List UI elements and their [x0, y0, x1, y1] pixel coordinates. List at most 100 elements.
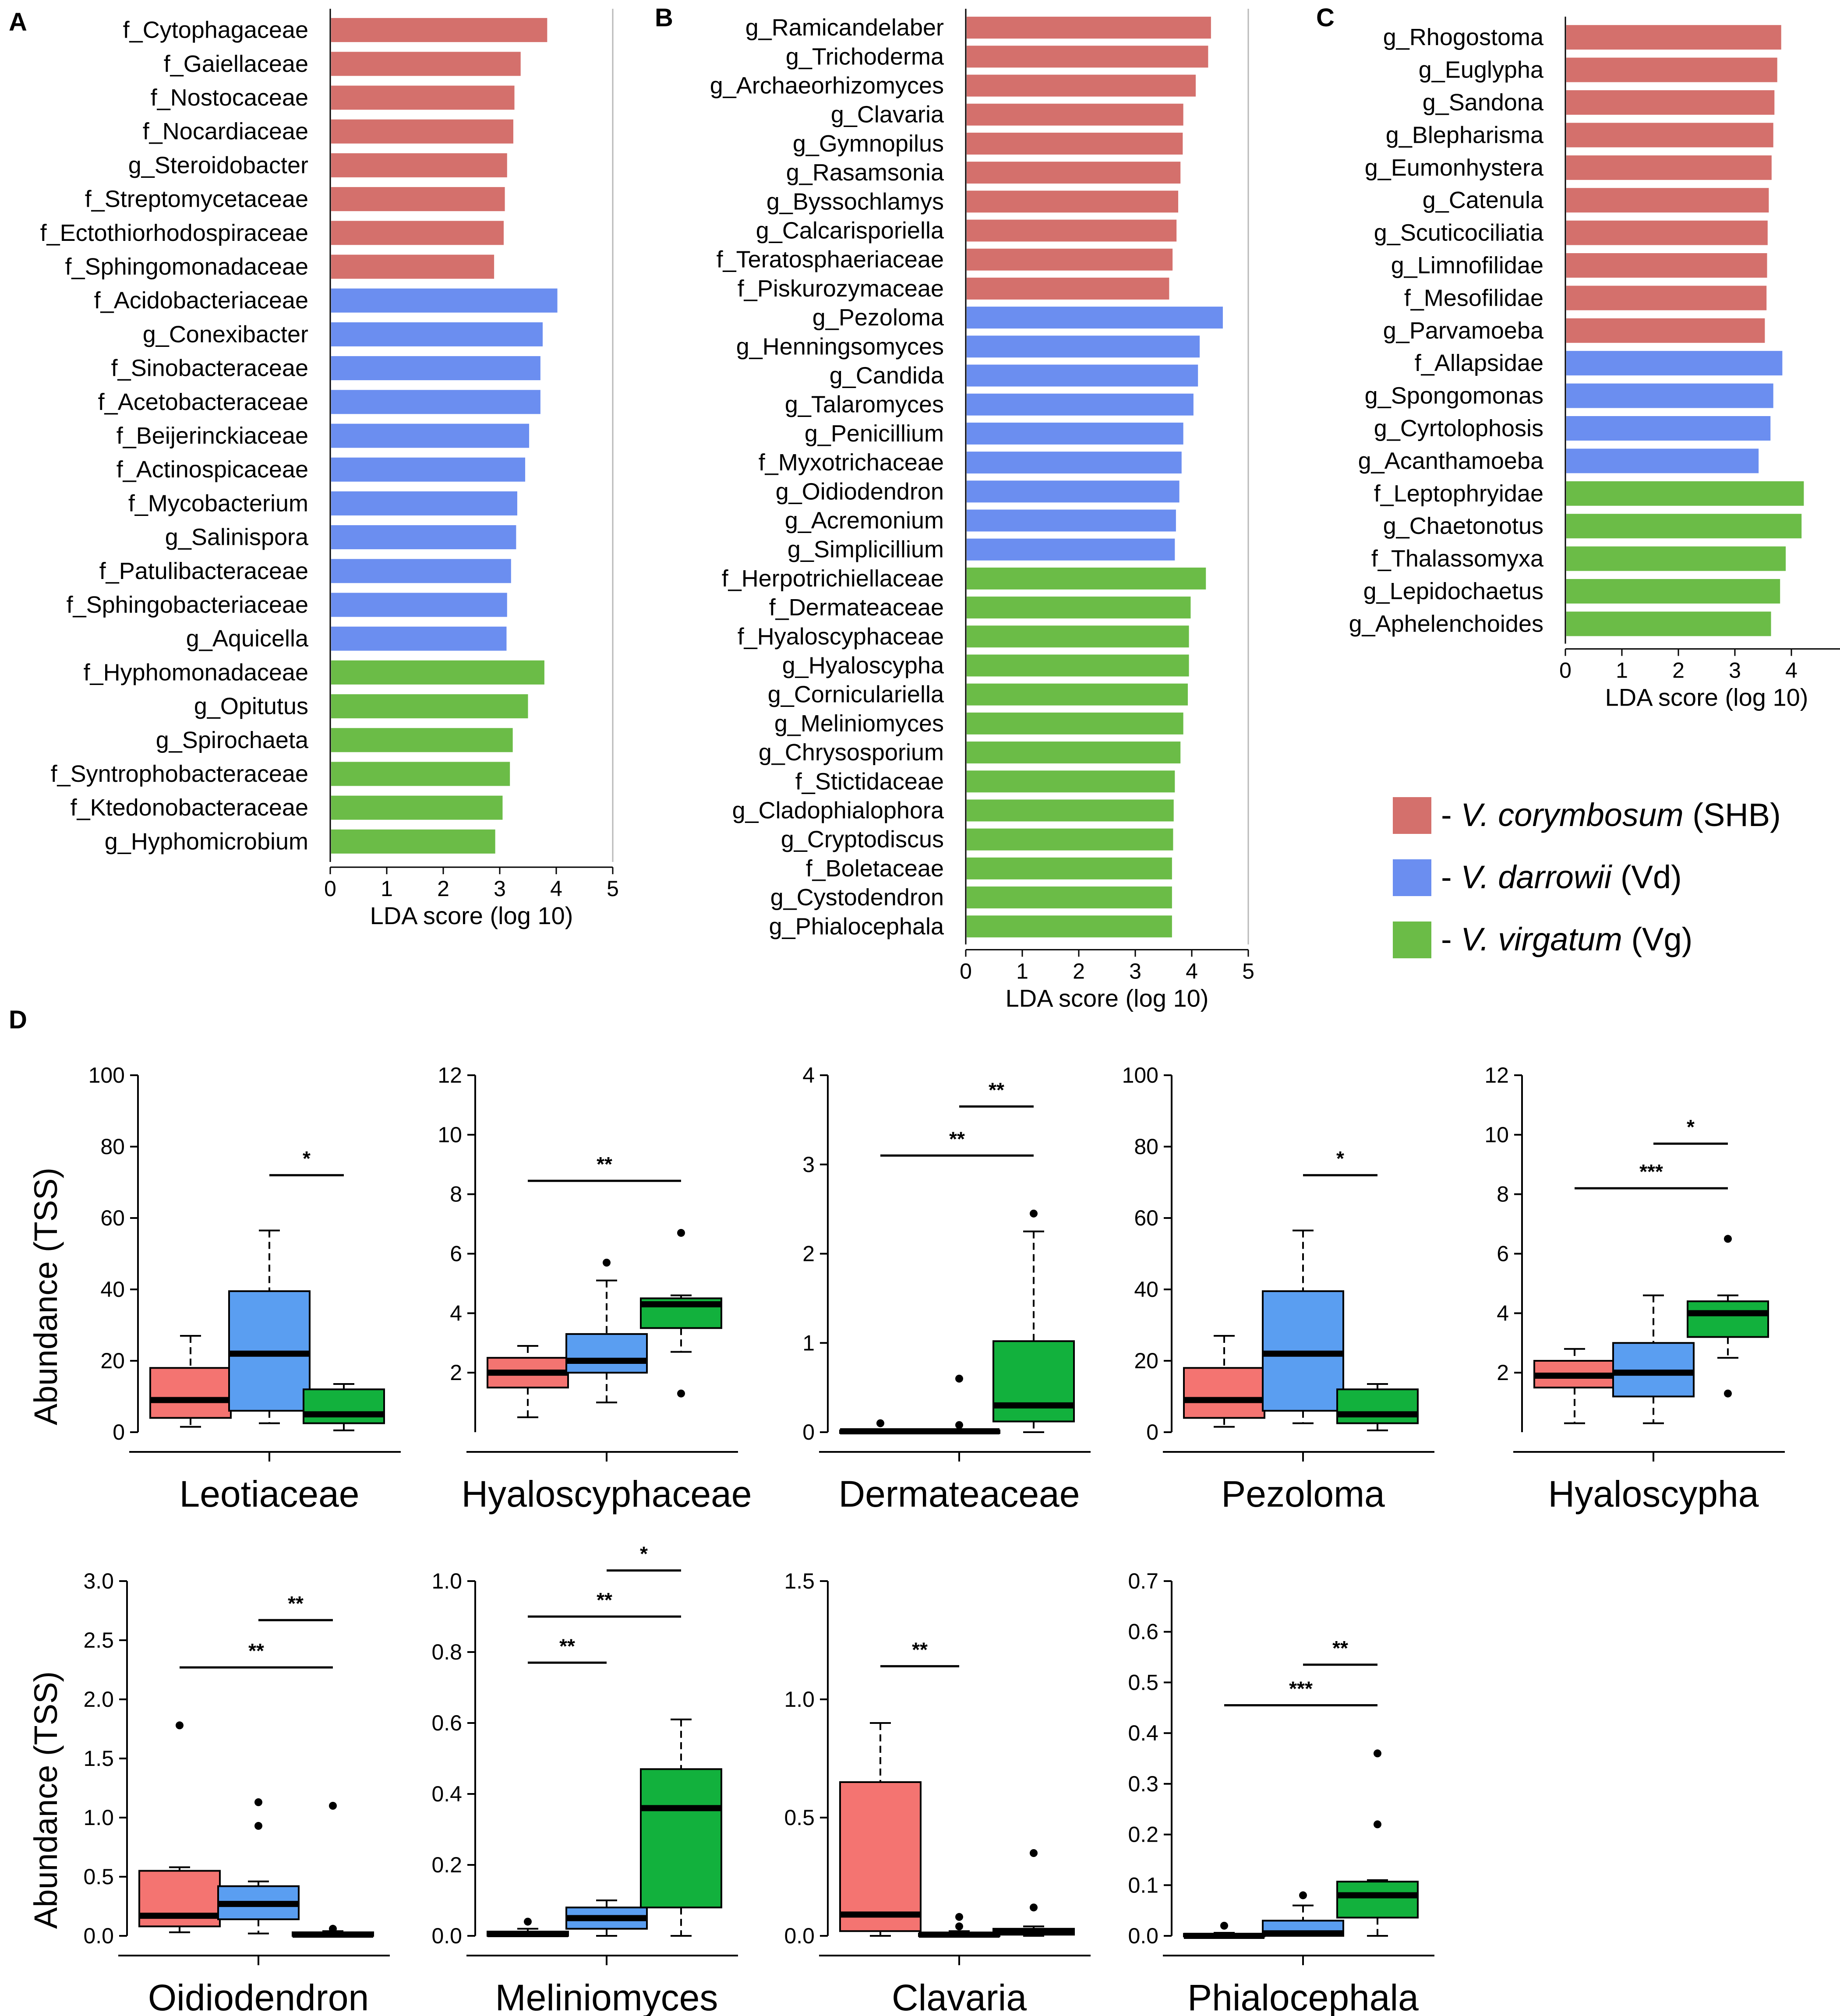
box-vd [228, 1229, 311, 1424]
bar-f-mycobacterium [331, 491, 517, 515]
bar-g-oidiodendron [967, 480, 1180, 503]
bar-f-leptophryidae [1566, 481, 1804, 506]
legend-swatch [1393, 797, 1431, 834]
bar-label: g_Aquicella [186, 625, 309, 652]
bar-label: f_Hyphomonadaceae [84, 659, 308, 685]
x-tick-label: 4 [550, 876, 562, 901]
outlier-point [329, 1802, 337, 1810]
y-tick-label: 0.8 [431, 1640, 462, 1664]
bar-g-euglypha [1566, 57, 1777, 82]
outlier-point [955, 1922, 963, 1931]
legend-label: - V. darrowii (Vd) [1441, 859, 1682, 895]
bar-g-gymnopilus [967, 132, 1183, 155]
boxplot-leotiaceae: 0 20 40 60 80 100 Leotiaceae * [88, 1063, 401, 1515]
bar-g-spongomonas [1566, 383, 1773, 408]
bar-label: g_Meliniomyces [774, 710, 944, 737]
bar-label: g_Hyphomicrobium [105, 828, 308, 854]
x-tick-label: 3 [1729, 658, 1741, 683]
bar-label: f_Hyaloscyphaceae [738, 623, 944, 650]
bar-g-pezoloma [967, 307, 1223, 329]
bar-g-ramicandelaber [967, 17, 1211, 39]
y-tick-label: 0.1 [1128, 1873, 1158, 1897]
y-tick-label: 60 [1134, 1206, 1158, 1230]
x-axis-title: LDA score (log 10) [370, 902, 573, 929]
x-tick-label: 3 [494, 876, 506, 901]
y-tick-label: 1 [802, 1331, 815, 1355]
bar-g-rhogostoma [1566, 25, 1781, 50]
significance-label: * [1687, 1116, 1695, 1138]
bar-label: g_Euglypha [1419, 57, 1544, 83]
y-tick-label: 100 [1122, 1063, 1158, 1087]
plot-title: Oidiodendron [148, 1977, 369, 2016]
outlier-point [955, 1913, 963, 1921]
panel-letter: C [1316, 4, 1335, 32]
y-tick-label: 0.0 [1128, 1924, 1158, 1948]
bar-label: f_Patulibacteraceae [99, 558, 308, 584]
bar-f-herpotrichiellaceae [967, 567, 1206, 590]
bar-label: g_Parvamoeba [1383, 318, 1544, 344]
box-vd [918, 1913, 1000, 1938]
bar-label: g_Gymnopilus [793, 131, 944, 157]
bar-label: f_Streptomycetaceae [85, 186, 308, 212]
y-tick-label: 10 [1484, 1123, 1509, 1147]
bar-g-limnofilidae [1566, 253, 1767, 278]
bar-g-spirochaeta [331, 728, 513, 752]
x-tick-label: 1 [1616, 658, 1628, 683]
x-tick-label: 5 [1242, 959, 1254, 983]
plot-title: Pezoloma [1221, 1473, 1385, 1515]
x-axis-title: LDA score (log 10) [1605, 684, 1808, 711]
y-tick-label: 1.0 [784, 1687, 815, 1712]
box-vd [217, 1798, 300, 1935]
bar-label: g_Pezoloma [812, 304, 944, 331]
significance-label: ** [248, 1639, 264, 1662]
outlier-point [1374, 1820, 1381, 1829]
y-tick-label: 60 [100, 1206, 125, 1230]
box-iqr [1336, 1881, 1419, 1919]
bar-label: g_Limnofilidae [1391, 252, 1543, 279]
bar-f-mesofilidae [1566, 286, 1767, 311]
outlier-point [524, 1917, 532, 1926]
box-shb [1183, 1921, 1265, 1939]
y-tick-label: 0.5 [1128, 1670, 1158, 1695]
bar-f-ectothiorhodospiraceae [331, 221, 504, 245]
bar-label: g_Cryptodiscus [781, 826, 944, 853]
outlier-point [254, 1822, 262, 1830]
bar-label: g_Steroidobacter [128, 152, 308, 178]
bar-label: f_Sphingomonadaceae [65, 254, 308, 280]
x-tick-label: 4 [1186, 959, 1198, 983]
y-tick-label: 0 [113, 1420, 125, 1444]
outlier-point [1299, 1891, 1307, 1899]
plot-title: Hyaloscypha [1548, 1473, 1759, 1515]
bar-label: f_Teratosphaeriaceae [717, 247, 944, 273]
bar-g-chrysosporium [967, 741, 1181, 764]
y-tick-label: 3 [802, 1152, 815, 1177]
bar-g-catenula [1566, 188, 1769, 213]
significance-label: ** [949, 1127, 965, 1150]
outlier-point [1374, 1749, 1381, 1758]
box-vd [1612, 1294, 1695, 1424]
bar-f-thalassomyxa [1566, 546, 1786, 571]
significance-label: * [640, 1543, 648, 1565]
y-tick-label: 2 [450, 1360, 462, 1385]
box-vd [565, 1258, 648, 1404]
y-tick-label: 0.4 [431, 1782, 462, 1806]
bar-f-sphingobacteriaceae [331, 593, 507, 617]
y-tick-label: 2.0 [83, 1687, 114, 1712]
outlier-point [1724, 1389, 1732, 1398]
bar-g-simplicillium [967, 538, 1175, 561]
bar-f-dermateaceae [967, 597, 1191, 619]
y-tick-label: 0.4 [1128, 1721, 1158, 1745]
box-shb [839, 1419, 922, 1434]
bar-label: g_Ramicandelaber [745, 14, 944, 41]
bar-f-gaiellaceae [331, 52, 521, 76]
y-tick-label: 1.0 [431, 1569, 462, 1593]
bar-g-cyrtolophosis [1566, 416, 1771, 441]
bar-g-hyaloscypha [967, 654, 1189, 677]
y-tick-label: 8 [1497, 1182, 1509, 1207]
outlier-point [876, 1419, 884, 1427]
x-tick-label: 5 [607, 876, 619, 901]
bar-g-cystodendron [967, 886, 1172, 909]
box-iqr [839, 1781, 922, 1932]
